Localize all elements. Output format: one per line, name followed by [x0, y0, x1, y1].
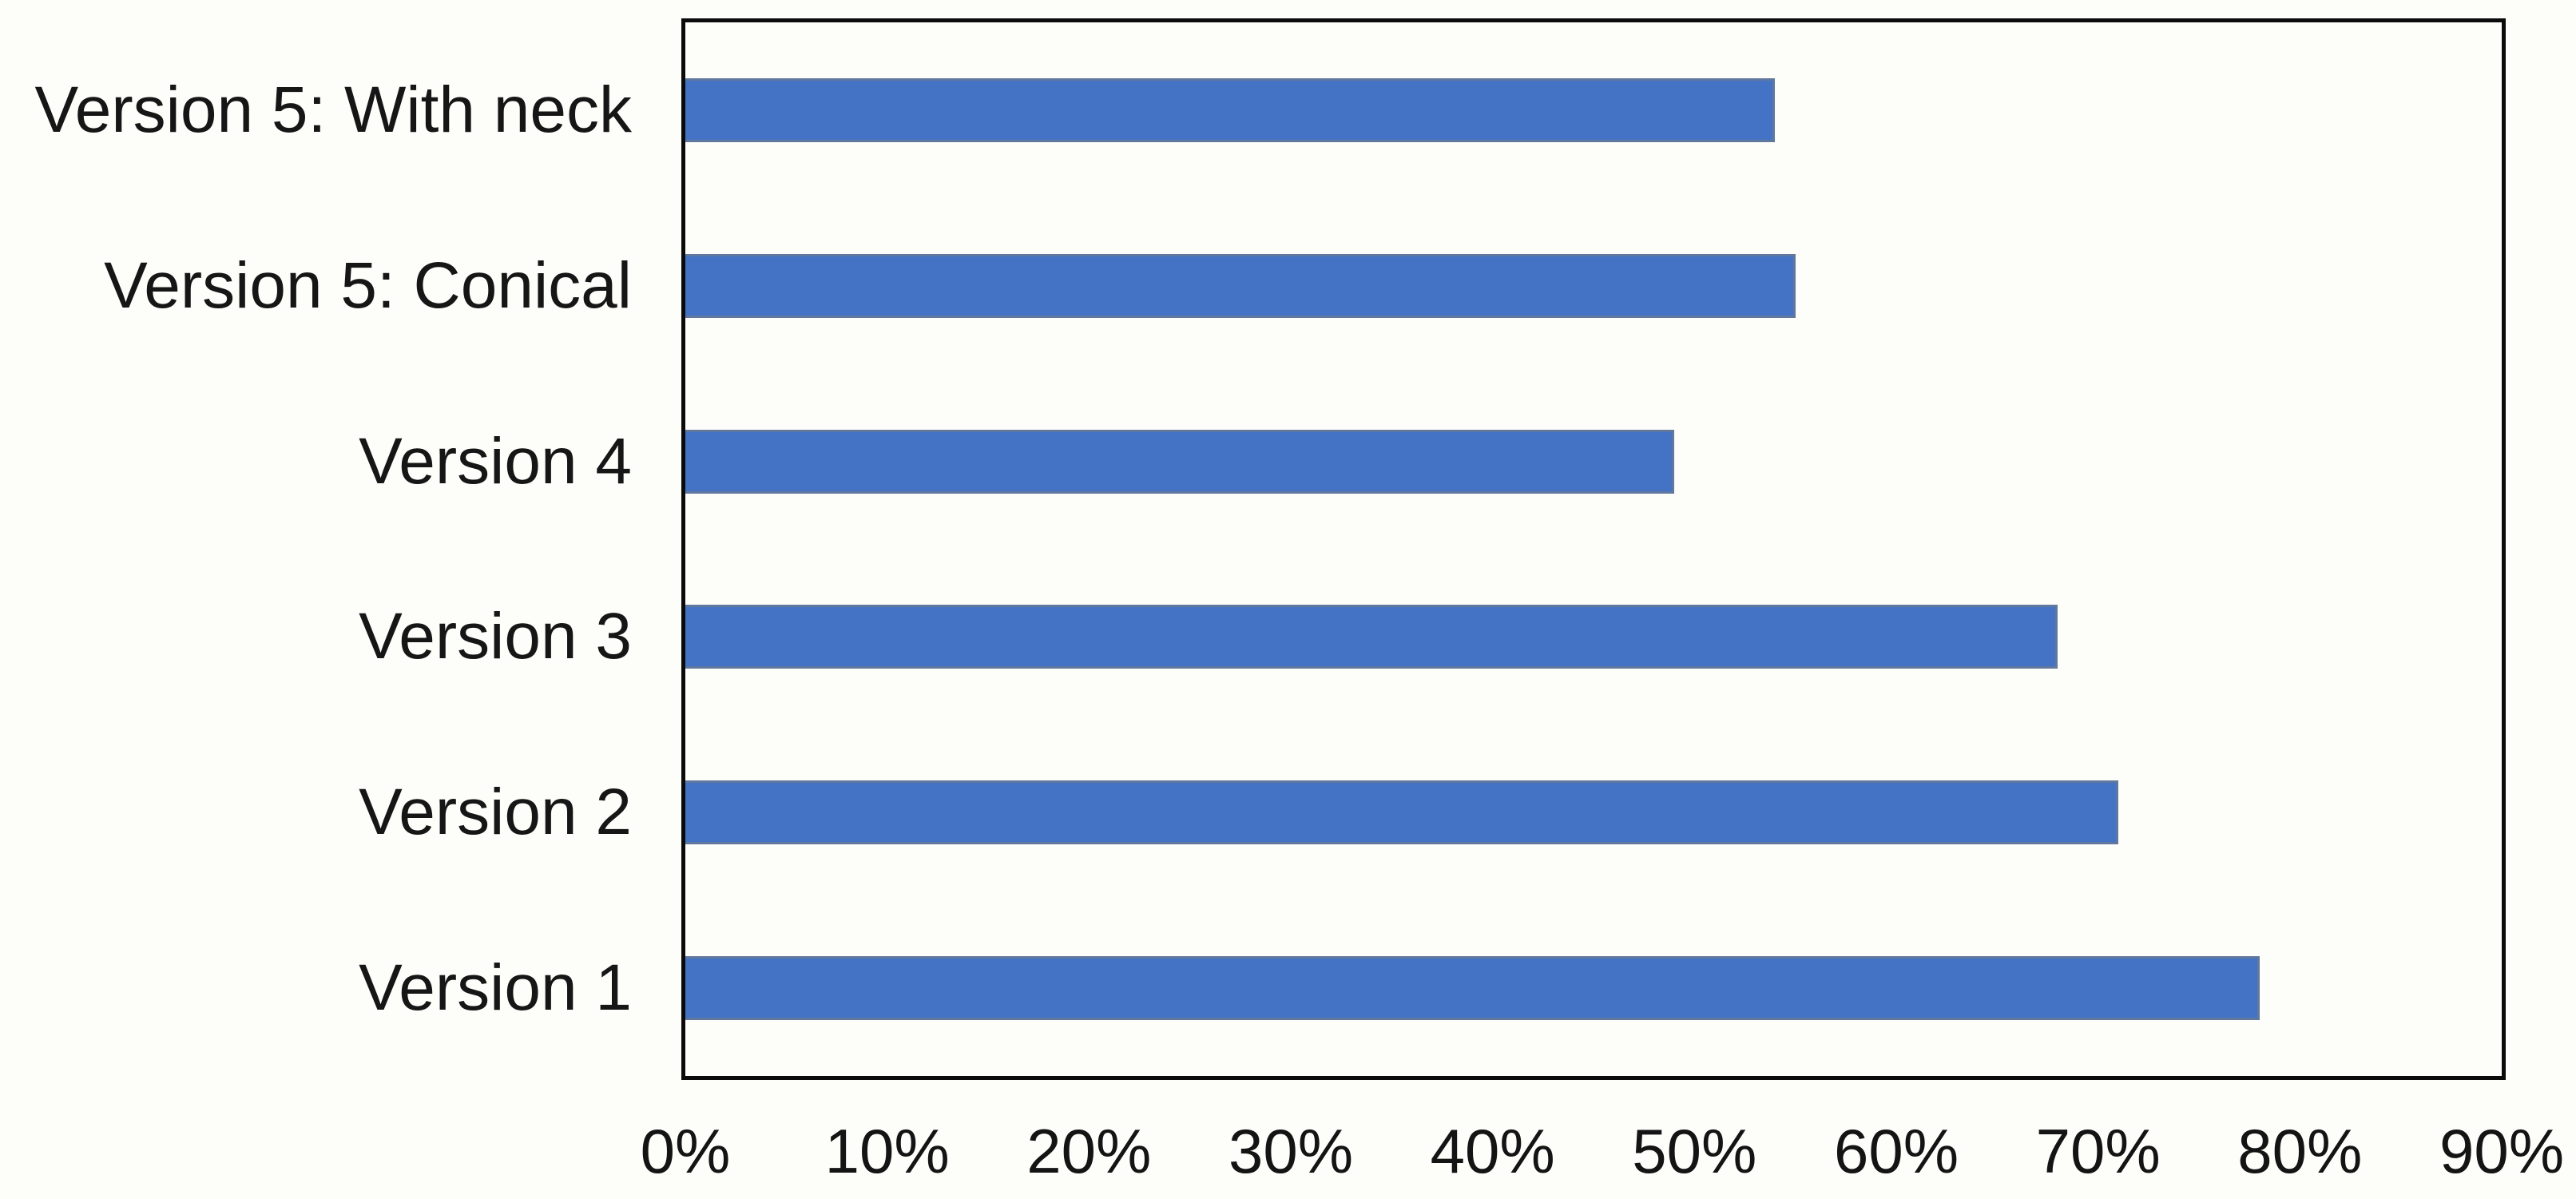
category-label: Version 4: [359, 424, 632, 498]
category-axis: Version 5: With neck Version 5: Conical Ve…: [0, 22, 681, 1076]
category-label: Version 3: [359, 600, 632, 673]
bar-version-5-conical: [685, 253, 1796, 318]
x-tick-label: 90%: [2439, 1116, 2565, 1186]
bar-version-2: [685, 780, 2118, 845]
category-label: Version 1: [359, 951, 632, 1025]
bar-version-5-with-neck: [685, 77, 1776, 142]
x-tick-label: 20%: [1026, 1116, 1152, 1186]
x-tick-label: 60%: [1833, 1116, 1959, 1186]
bar-version-3: [685, 605, 2058, 669]
x-tick-label: 40%: [1430, 1116, 1555, 1186]
category-label: Version 5: Conical: [104, 248, 632, 322]
category-label: Version 2: [359, 776, 632, 849]
x-tick-label: 30%: [1228, 1116, 1354, 1186]
x-tick-label: 70%: [2035, 1116, 2161, 1186]
bar-version-1: [685, 956, 2260, 1021]
x-axis: 0% 10% 20% 30% 40% 50% 60% 70% 80% 90%: [641, 1103, 2564, 1199]
bar-version-4: [685, 429, 1675, 494]
plot-area: [681, 18, 2506, 1080]
x-tick-label: 0%: [640, 1116, 731, 1186]
x-tick-label: 10%: [824, 1116, 950, 1186]
x-tick-label: 50%: [1632, 1116, 1757, 1186]
x-tick-label: 80%: [2237, 1116, 2363, 1186]
category-label: Version 5: With neck: [34, 73, 632, 146]
